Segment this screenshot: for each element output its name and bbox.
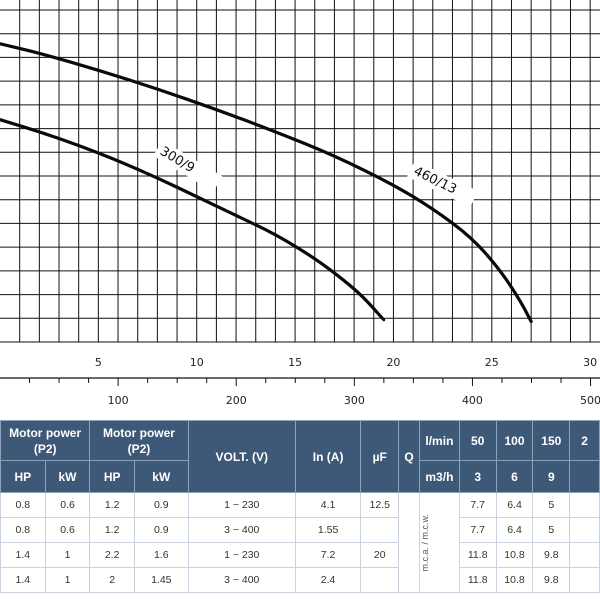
header-kw-1: kW: [44, 460, 91, 493]
mca-label-text: m.c.a. / m.c.w.: [419, 513, 430, 572]
cell-kw1: 0.6: [44, 492, 91, 518]
x-tick-label: 30: [583, 356, 597, 369]
curve-label-bg: [153, 140, 223, 192]
header-kw-2: kW: [133, 460, 189, 493]
cell-uf: [360, 517, 400, 543]
curve-label-460-13: 460/13: [411, 164, 459, 198]
cell-uf: [360, 567, 400, 593]
x2-tick-label: 100: [108, 394, 129, 407]
cell-in: 1.55: [294, 517, 362, 543]
cell-kw2: 0.9: [133, 517, 189, 543]
header-flow-m3h-0: 3: [458, 460, 497, 493]
header-flow-m3h-1: 6: [495, 460, 534, 493]
header-flow-m3h-3: [569, 460, 600, 493]
cell-volt: 1 ~ 230: [187, 492, 296, 518]
x2-tick-label: 200: [226, 394, 247, 407]
cell-head-value: [569, 567, 600, 593]
table-row: 0.8 0.6 1.2 0.9 1 ~ 230 4.1 12.5 m.c.a. / m.c.w…: [0, 492, 600, 593]
cell-hp1: 1.4: [0, 542, 46, 568]
chart-curves: [0, 42, 533, 324]
cell-hp2: 1.2: [89, 492, 135, 518]
header-flow-lmin-3: 2: [569, 420, 600, 461]
cell-head-value: 9.8: [532, 542, 571, 568]
cell-head-value: 10.8: [495, 542, 534, 568]
cell-kw1: 1: [44, 567, 91, 593]
curve-label-bg: [407, 160, 478, 208]
cell-uf: 20: [360, 542, 400, 568]
cell-q: [398, 492, 420, 593]
header-uf: µF: [360, 420, 400, 493]
curve-labels: 460/13 300/9: [153, 140, 478, 208]
header-flow-lmin-2: 150: [532, 420, 571, 461]
header-volt: VOLT. (V): [187, 420, 296, 493]
x-tick-label: 20: [386, 356, 400, 369]
header-hp-2: HP: [89, 460, 135, 493]
header-hp-1: HP: [0, 460, 46, 493]
cell-in: 7.2: [294, 542, 362, 568]
cell-volt: 3 ~ 400: [187, 517, 296, 543]
cell-head-value: 11.8: [458, 542, 497, 568]
cell-head-value: [569, 517, 600, 543]
cell-head-value: 11.8: [458, 567, 497, 593]
cell-kw1: 0.6: [44, 517, 91, 543]
header-flow-m3h-2: 9: [532, 460, 571, 493]
x-tick-label: 5: [95, 356, 102, 369]
cell-volt: 3 ~ 400: [187, 567, 296, 593]
x2-tick-label: 500: [580, 394, 600, 407]
cell-head-value: 7.7: [458, 492, 497, 518]
cell-volt: 1 ~ 230: [187, 542, 296, 568]
header-lmin: l/min: [418, 420, 460, 461]
header-flow-lmin-0: 50: [458, 420, 497, 461]
cell-uf: 12.5: [360, 492, 400, 518]
curve-label-group: 300/9: [153, 140, 223, 192]
cell-in: 2.4: [294, 567, 362, 593]
header-in: In (A): [294, 420, 362, 493]
cell-head-value: 5: [532, 492, 571, 518]
curve-460-13: [0, 42, 533, 324]
mca-label: m.c.a. / m.c.w.: [418, 492, 460, 593]
cell-kw2: 1.45: [133, 567, 189, 593]
header-q: Q: [398, 420, 420, 493]
curve-300-9: [0, 118, 386, 322]
header-flow-lmin-1: 100: [495, 420, 534, 461]
cell-hp1: 1.4: [0, 567, 46, 593]
x-axis-secondary: 100 200 300 400 500: [29, 378, 600, 407]
cell-kw2: 1.6: [133, 542, 189, 568]
x2-tick-label: 400: [462, 394, 483, 407]
table-row: 1.4 1 2 1.45 3 ~ 400 2.4 11.8 10.8 9.8: [0, 567, 600, 593]
cell-kw1: 1: [44, 542, 91, 568]
x-axis-primary: 5 10 15 20 25 30: [0, 356, 600, 379]
x2-tick-label: 300: [344, 394, 365, 407]
cell-hp1: 0.8: [0, 492, 46, 518]
cell-hp2: 1.2: [89, 517, 135, 543]
cell-head-value: 10.8: [495, 567, 534, 593]
header-m3h: m3/h: [418, 460, 460, 493]
cell-in: 4.1: [294, 492, 362, 518]
cell-head-value: 7.7: [458, 517, 497, 543]
cell-hp2: 2: [89, 567, 135, 593]
cell-head-value: 5: [532, 517, 571, 543]
header-motor-power-2: Motor power (P2): [89, 420, 189, 461]
performance-chart: 460/13 300/9 5 10 15 20 25 30 100 200 300 400 500: [0, 0, 600, 407]
cell-head-value: [569, 492, 600, 518]
cell-hp1: 0.8: [0, 517, 46, 543]
header-motor-power-1: Motor power (P2): [0, 420, 91, 461]
cell-head-value: [569, 542, 600, 568]
chart-grid: [0, 0, 600, 343]
spec-table: Motor power (P2) Motor power (P2) VOLT. …: [0, 420, 600, 593]
cell-head-value: 9.8: [532, 567, 571, 593]
x-tick-label: 25: [485, 356, 499, 369]
x-tick-label: 10: [190, 356, 204, 369]
cell-kw2: 0.9: [133, 492, 189, 518]
cell-head-value: 6.4: [495, 517, 534, 543]
cell-hp2: 2.2: [89, 542, 135, 568]
cell-head-value: 6.4: [495, 492, 534, 518]
table-row: 1.4 1 2.2 1.6 1 ~ 230 7.2 20 11.8 10.8 9.8: [0, 542, 600, 568]
x-tick-label: 15: [288, 356, 302, 369]
table-row: 0.8 0.6 1.2 0.9 3 ~ 400 1.55 7.7 6.4 5: [0, 517, 600, 543]
